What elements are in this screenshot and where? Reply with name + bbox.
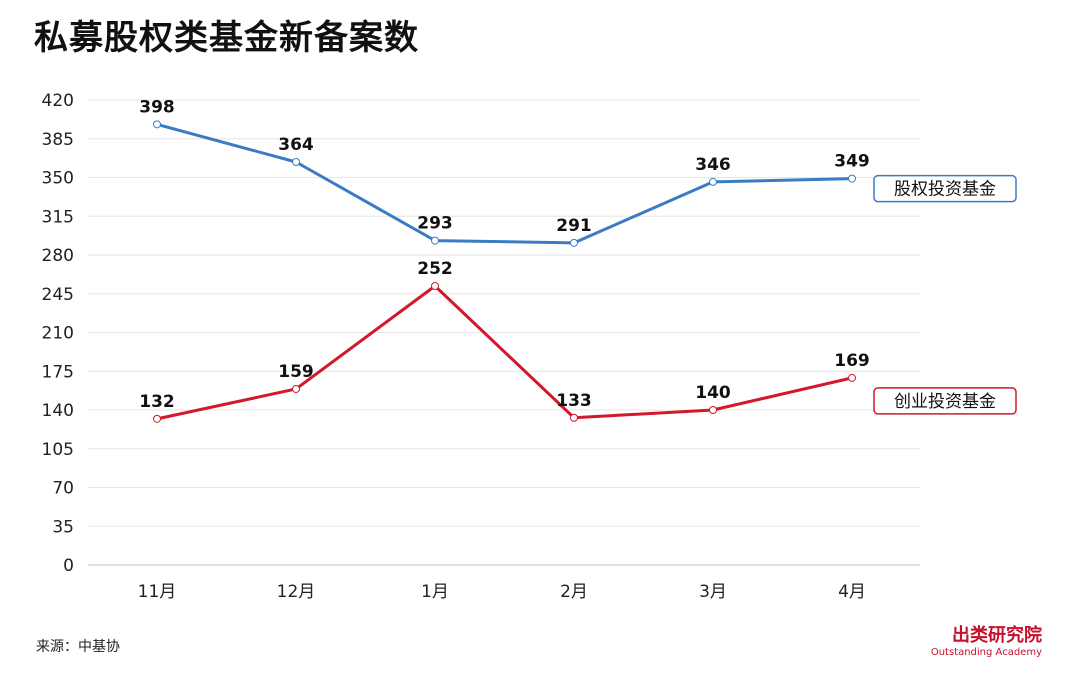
chart-title: 私募股权类基金新备案数 xyxy=(34,18,419,58)
y-tick-label: 245 xyxy=(42,285,74,305)
x-tick-label: 3月 xyxy=(699,582,727,602)
data-label: 140 xyxy=(695,383,731,403)
series-line-2 xyxy=(156,284,853,421)
legend-box xyxy=(873,387,1017,415)
legend-box xyxy=(873,174,1017,203)
x-tick-label: 12月 xyxy=(277,582,316,602)
brand-logo: 出类研究院 Outstanding Academy xyxy=(931,626,1042,660)
data-label: 349 xyxy=(834,152,870,172)
data-label: 169 xyxy=(834,351,870,371)
data-point xyxy=(153,414,161,423)
y-tick-label: 210 xyxy=(42,324,74,344)
source-note: 来源：中基协 xyxy=(36,639,120,655)
y-tick-label: 420 xyxy=(42,91,74,111)
data-label: 132 xyxy=(139,392,175,412)
data-point xyxy=(431,236,439,245)
data-point xyxy=(153,120,161,129)
y-tick-label: 140 xyxy=(42,401,74,421)
data-point xyxy=(848,174,856,183)
data-label: 133 xyxy=(556,391,592,411)
data-label: 252 xyxy=(417,259,453,279)
x-tick-label: 11月 xyxy=(138,582,177,602)
y-tick-label: 385 xyxy=(42,130,74,150)
data-label: 291 xyxy=(556,216,592,236)
y-tick-label: 350 xyxy=(42,169,74,189)
y-tick-label: 315 xyxy=(42,207,74,227)
data-label: 293 xyxy=(417,214,453,234)
brand-subtitle: Outstanding Academy xyxy=(930,647,1042,658)
y-tick-label: 175 xyxy=(42,362,74,382)
data-point xyxy=(709,177,717,186)
brand-name: 出类研究院 xyxy=(952,625,1042,646)
data-point xyxy=(848,373,856,382)
data-label: 346 xyxy=(695,155,731,175)
data-label: 398 xyxy=(139,97,175,117)
data-label: 159 xyxy=(278,362,314,382)
legend-label: 股权投资基金 xyxy=(894,180,996,200)
y-tick-label: 0 xyxy=(63,556,74,576)
x-tick-label: 4月 xyxy=(838,582,866,602)
data-point xyxy=(570,413,578,422)
y-tick-label: 280 xyxy=(42,246,74,266)
data-point xyxy=(570,238,578,247)
data-point xyxy=(709,406,717,414)
data-point xyxy=(292,158,300,166)
y-tick-label: 70 xyxy=(52,479,74,499)
x-tick-label: 2月 xyxy=(560,582,588,602)
data-label: 364 xyxy=(278,135,314,155)
data-point xyxy=(431,282,439,290)
y-tick-label: 105 xyxy=(42,440,74,460)
series-line-1 xyxy=(156,122,853,245)
data-point xyxy=(292,384,300,393)
legend-label: 创业投资基金 xyxy=(894,392,996,412)
y-tick-label: 35 xyxy=(52,517,74,537)
x-tick-label: 1月 xyxy=(421,582,449,602)
